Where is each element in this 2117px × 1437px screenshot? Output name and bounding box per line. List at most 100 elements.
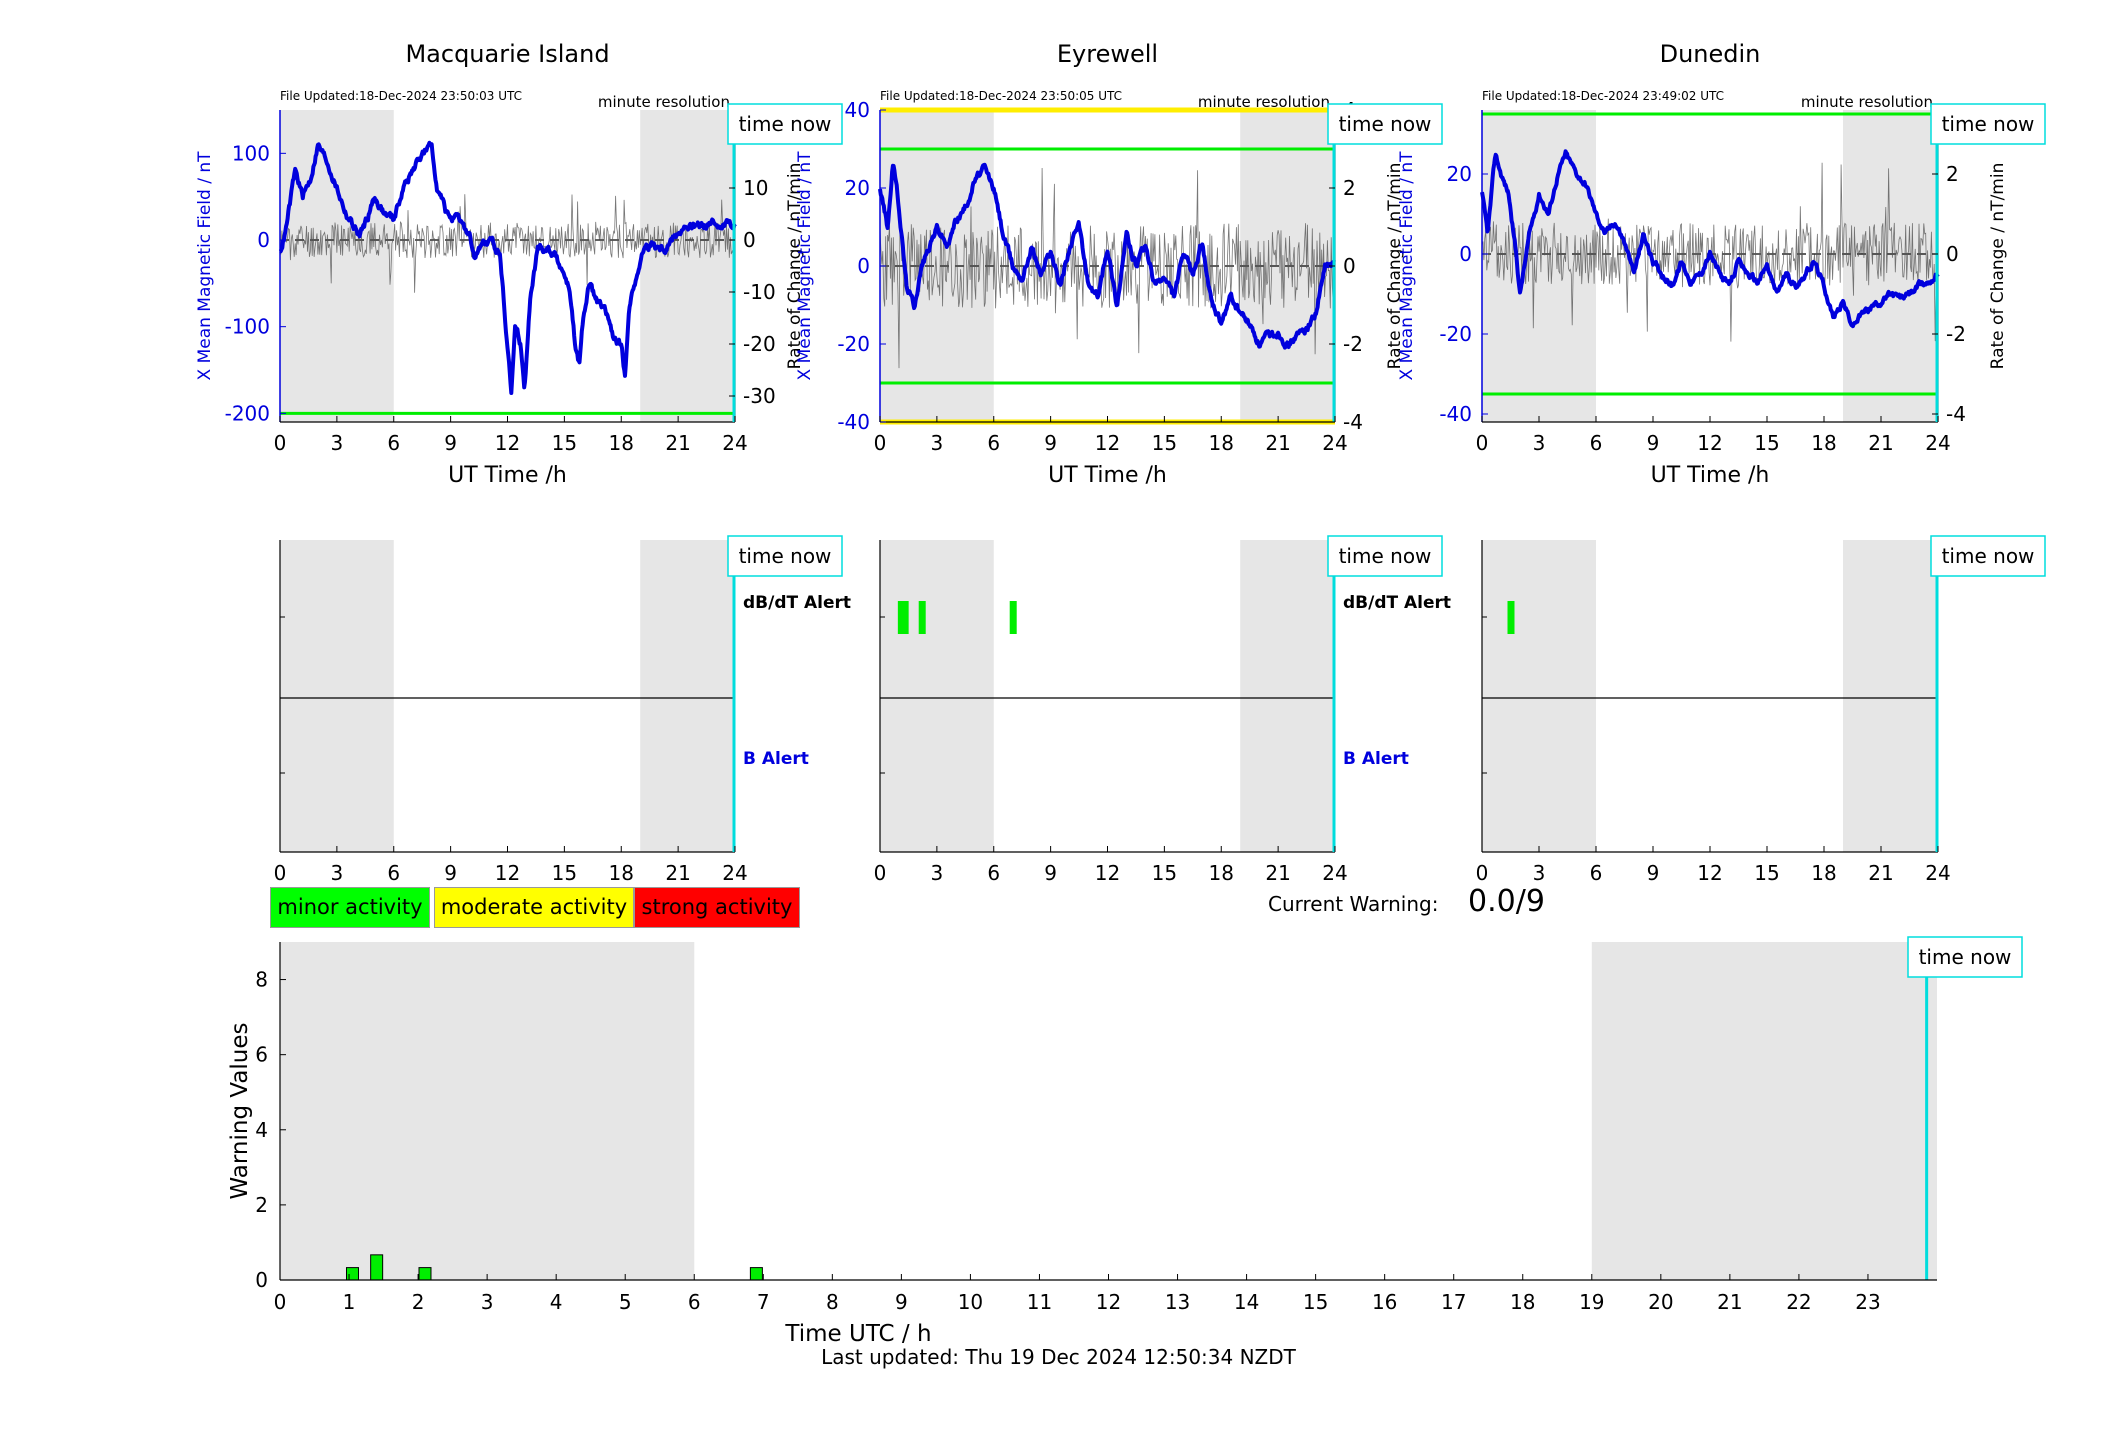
warning-bar <box>345 1267 359 1281</box>
left-tick-label: -200 <box>225 401 270 425</box>
right-tick-label: -20 <box>743 332 776 356</box>
file-updated: File Updated:18-Dec-2024 23:49:02 UTC <box>1482 89 1724 103</box>
right-tick-label: -2 <box>1343 332 1363 356</box>
warning-x-tick-label: 23 <box>1855 1290 1880 1314</box>
alert-night-shade <box>880 540 994 852</box>
rate-of-change-series <box>279 194 735 293</box>
left-tick-label: 0 <box>857 254 870 278</box>
x-tick-label: 6 <box>987 431 1000 455</box>
x-tick-label: 15 <box>552 431 577 455</box>
alert-x-tick-label: 6 <box>987 861 1000 885</box>
alert-x-tick-label: 12 <box>1095 861 1120 885</box>
left-tick-label: 0 <box>1459 242 1472 266</box>
b-alert-label: B Alert <box>743 749 809 769</box>
rate-of-change-series <box>1481 162 1938 342</box>
file-updated: File Updated:18-Dec-2024 23:50:05 UTC <box>880 89 1122 103</box>
station-title: Dunedin <box>1660 40 1761 68</box>
time-now-label: time now <box>1339 112 1432 136</box>
x-tick-label: 18 <box>609 431 634 455</box>
alert-night-shade <box>280 540 394 852</box>
dbdt-alert-mark <box>918 601 926 634</box>
alert-x-tick-label: 0 <box>1476 861 1489 885</box>
x-tick-label: 3 <box>1533 431 1546 455</box>
warning-x-tick-label: 9 <box>895 1290 908 1314</box>
alert-x-tick-label: 21 <box>1265 861 1290 885</box>
x-tick-label: 21 <box>665 431 690 455</box>
warning-x-tick-label: 7 <box>757 1290 770 1314</box>
night-shade <box>1843 110 1938 422</box>
warning-bar <box>370 1254 384 1281</box>
warning-y-tick-label: 2 <box>255 1193 268 1217</box>
warning-x-tick-label: 20 <box>1648 1290 1673 1314</box>
warning-x-tick-label: 0 <box>274 1290 287 1314</box>
warning-bar <box>418 1267 432 1281</box>
last-updated: Last updated: Thu 19 Dec 2024 12:50:34 N… <box>821 1345 1296 1369</box>
x-axis-label: UT Time /h <box>1651 463 1770 488</box>
alert-x-tick-label: 6 <box>387 861 400 885</box>
night-shade <box>640 110 735 422</box>
alert-time-now-label: time now <box>1942 544 2035 568</box>
time-now-label: time now <box>1942 112 2035 136</box>
alert-time-now-label: time now <box>739 544 832 568</box>
legend-minor: minor activity <box>270 887 430 928</box>
alert-x-tick-label: 12 <box>495 861 520 885</box>
x-tick-label: 9 <box>1044 431 1057 455</box>
warning-x-tick-label: 2 <box>412 1290 425 1314</box>
station-title: Eyrewell <box>1057 40 1158 68</box>
right-tick-label: -10 <box>743 280 776 304</box>
x-tick-label: 3 <box>931 431 944 455</box>
legend-strong-label: strong activity <box>641 895 793 919</box>
current-warning-label: Current Warning: <box>1268 892 1439 916</box>
alert-x-tick-label: 18 <box>1811 861 1836 885</box>
resolution-label: minute resolution <box>598 93 730 111</box>
dbdt-alert-label: dB/dT Alert <box>743 593 851 613</box>
warning-x-tick-label: 22 <box>1786 1290 1811 1314</box>
y-axis-label-left: X Mean Magnetic Field / nT <box>195 151 215 381</box>
warning-x-tick-label: 15 <box>1303 1290 1328 1314</box>
x-tick-label: 12 <box>495 431 520 455</box>
left-tick-label: 0 <box>257 228 270 252</box>
right-tick-label: -4 <box>1343 410 1363 434</box>
x-tick-label: 15 <box>1754 431 1779 455</box>
y-axis-label-right: Rate of Change / nT/min <box>785 163 805 370</box>
b-alert-label: B Alert <box>1343 749 1409 769</box>
x-tick-label: 21 <box>1265 431 1290 455</box>
warning-y-tick-label: 6 <box>255 1043 268 1067</box>
warning-x-tick-label: 5 <box>619 1290 632 1314</box>
time-now-box <box>727 103 843 145</box>
field-series <box>278 140 737 395</box>
alert-x-tick-label: 3 <box>931 861 944 885</box>
current-warning-value: 0.0/9 <box>1468 884 1545 919</box>
alert-x-tick-label: 18 <box>609 861 634 885</box>
alert-x-tick-label: 24 <box>1925 861 1950 885</box>
alert-x-tick-label: 6 <box>1590 861 1603 885</box>
dbdt-alert-mark <box>897 601 905 634</box>
right-tick-label: 0 <box>743 228 756 252</box>
resolution-label: minute resolution <box>1801 93 1933 111</box>
alert-x-tick-label: 18 <box>1209 861 1234 885</box>
warning-x-tick-label: 14 <box>1234 1290 1259 1314</box>
legend-minor-label: minor activity <box>277 895 423 919</box>
alert-night-shade <box>1843 540 1938 852</box>
y-axis-label-left: X Mean Magnetic Field / nT <box>1397 151 1417 381</box>
left-tick-label: 20 <box>845 176 870 200</box>
alert-time-now-box <box>1327 535 1443 577</box>
alert-x-tick-label: 9 <box>444 861 457 885</box>
file-updated: File Updated:18-Dec-2024 23:50:03 UTC <box>280 89 522 103</box>
left-tick-label: -40 <box>1439 402 1472 426</box>
x-tick-label: 15 <box>1152 431 1177 455</box>
alert-x-tick-label: 0 <box>274 861 287 885</box>
x-tick-label: 12 <box>1095 431 1120 455</box>
warning-time-now-box <box>1907 936 2023 978</box>
warning-x-label: Time UTC / h <box>784 1321 931 1347</box>
right-tick-label: 0 <box>1343 254 1356 278</box>
left-tick-label: -20 <box>837 332 870 356</box>
alert-x-tick-label: 0 <box>874 861 887 885</box>
right-tick-label: 2 <box>1946 162 1959 186</box>
y-axis-label-left: X Mean Magnetic Field / nT <box>795 151 815 381</box>
warning-x-tick-label: 4 <box>550 1290 563 1314</box>
left-tick-label: -20 <box>1439 322 1472 346</box>
y-axis-label-right: Rate of Change / nT/min <box>1385 163 1405 370</box>
field-series <box>1480 149 1940 329</box>
x-tick-label: 0 <box>874 431 887 455</box>
